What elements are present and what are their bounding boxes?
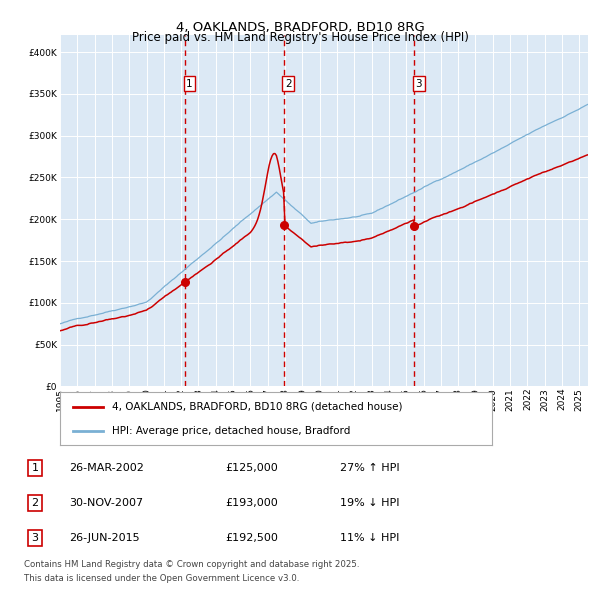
Text: 3: 3 [416,79,422,89]
Text: £192,500: £192,500 [225,533,278,543]
Text: This data is licensed under the Open Government Licence v3.0.: This data is licensed under the Open Gov… [23,574,299,584]
Text: 4, OAKLANDS, BRADFORD, BD10 8RG (detached house): 4, OAKLANDS, BRADFORD, BD10 8RG (detache… [112,402,403,412]
Text: 11% ↓ HPI: 11% ↓ HPI [340,533,400,543]
Text: 19% ↓ HPI: 19% ↓ HPI [340,498,400,508]
Text: 30-NOV-2007: 30-NOV-2007 [70,498,144,508]
Text: 1: 1 [186,79,193,89]
Text: Price paid vs. HM Land Registry's House Price Index (HPI): Price paid vs. HM Land Registry's House … [131,31,469,44]
Text: 26-JUN-2015: 26-JUN-2015 [70,533,140,543]
Text: HPI: Average price, detached house, Bradford: HPI: Average price, detached house, Brad… [112,426,350,436]
Text: 1: 1 [32,463,38,473]
Text: Contains HM Land Registry data © Crown copyright and database right 2025.: Contains HM Land Registry data © Crown c… [23,560,359,569]
Text: 4, OAKLANDS, BRADFORD, BD10 8RG: 4, OAKLANDS, BRADFORD, BD10 8RG [176,21,424,34]
Text: 3: 3 [32,533,38,543]
Text: 27% ↑ HPI: 27% ↑ HPI [340,463,400,473]
Text: £125,000: £125,000 [225,463,278,473]
Text: 2: 2 [31,498,38,508]
Text: 26-MAR-2002: 26-MAR-2002 [70,463,145,473]
Text: 2: 2 [285,79,292,89]
Text: £193,000: £193,000 [225,498,278,508]
